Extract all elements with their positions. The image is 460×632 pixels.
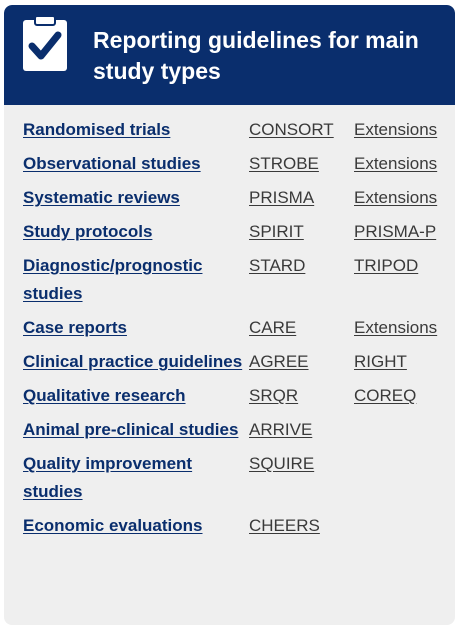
extension-link[interactable]: RIGHT — [354, 352, 407, 371]
extension-link[interactable]: Extensions — [354, 188, 437, 207]
guideline-row: Case reports CARE Extensions — [23, 314, 448, 342]
extension-link[interactable]: PRISMA-P — [354, 222, 436, 241]
study-type-link[interactable]: Quality improvement studies — [23, 454, 192, 501]
guideline-row: Randomised trials CONSORT Extensions — [23, 116, 448, 144]
extension-link[interactable]: TRIPOD — [354, 256, 418, 275]
guideline-link[interactable]: SRQR — [249, 386, 298, 405]
guideline-link[interactable]: CHEERS — [249, 516, 320, 535]
extension-link[interactable]: COREQ — [354, 386, 416, 405]
clipboard-check-icon — [20, 13, 70, 73]
guideline-row: Qualitative research SRQR COREQ — [23, 382, 448, 410]
study-type-link[interactable]: Clinical practice guidelines — [23, 352, 242, 371]
study-type-link[interactable]: Diagnostic/prognostic studies — [23, 256, 202, 303]
guideline-link[interactable]: SPIRIT — [249, 222, 304, 241]
card-title: Reporting guidelines for main study type… — [93, 25, 443, 87]
extension-link[interactable]: Extensions — [354, 154, 437, 173]
extension-link[interactable]: Extensions — [354, 120, 437, 139]
study-type-link[interactable]: Case reports — [23, 318, 127, 337]
study-type-link[interactable]: Randomised trials — [23, 120, 170, 139]
guideline-link[interactable]: STROBE — [249, 154, 319, 173]
study-type-link[interactable]: Systematic reviews — [23, 188, 180, 207]
reporting-guidelines-card: Reporting guidelines for main study type… — [4, 5, 455, 625]
study-type-link[interactable]: Study protocols — [23, 222, 152, 241]
study-type-link[interactable]: Qualitative research — [23, 386, 186, 405]
guideline-row: Economic evaluations CHEERS — [23, 512, 448, 540]
study-type-link[interactable]: Observational studies — [23, 154, 201, 173]
guideline-link[interactable]: ARRIVE — [249, 420, 312, 439]
guideline-link[interactable]: AGREE — [249, 352, 309, 371]
guideline-row: Animal pre-clinical studies ARRIVE — [23, 416, 448, 444]
study-type-link[interactable]: Animal pre-clinical studies — [23, 420, 238, 439]
card-header: Reporting guidelines for main study type… — [4, 5, 455, 105]
guideline-row: Study protocols SPIRIT PRISMA-P — [23, 218, 448, 246]
guideline-link[interactable]: SQUIRE — [249, 454, 314, 473]
guideline-row: Observational studies STROBE Extensions — [23, 150, 448, 178]
study-type-link[interactable]: Economic evaluations — [23, 516, 203, 535]
guideline-link[interactable]: STARD — [249, 256, 305, 275]
guideline-row: Clinical practice guidelines AGREE RIGHT — [23, 348, 448, 376]
guideline-link[interactable]: PRISMA — [249, 188, 314, 207]
extension-link[interactable]: Extensions — [354, 318, 437, 337]
guidelines-list: Randomised trials CONSORT Extensions Obs… — [23, 116, 448, 546]
guideline-link[interactable]: CONSORT — [249, 120, 334, 139]
guideline-row: Systematic reviews PRISMA Extensions — [23, 184, 448, 212]
guideline-row: Diagnostic/prognostic studies STARD TRIP… — [23, 252, 448, 308]
guideline-row: Quality improvement studies SQUIRE — [23, 450, 448, 506]
guideline-link[interactable]: CARE — [249, 318, 296, 337]
